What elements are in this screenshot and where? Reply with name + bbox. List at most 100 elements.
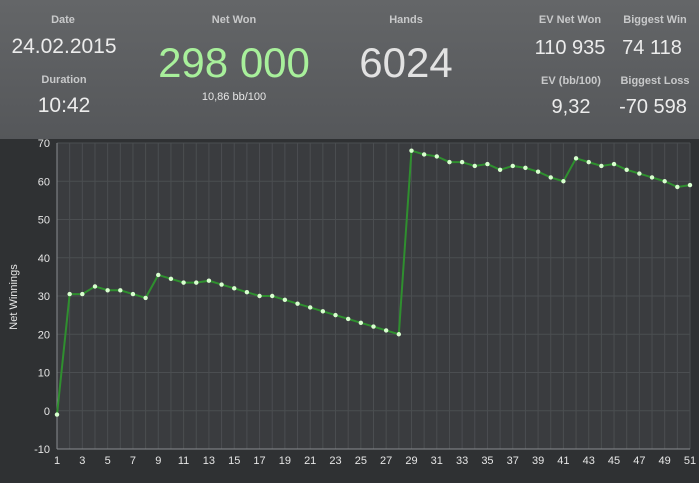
x-tick-label: 9 xyxy=(155,455,161,467)
data-point xyxy=(561,179,566,184)
x-tick-label: 11 xyxy=(178,455,189,467)
data-point xyxy=(637,171,642,176)
data-point xyxy=(434,154,439,159)
data-point xyxy=(358,320,364,325)
net-won-bb100: 10,86 bb/100 xyxy=(201,91,267,103)
date-value: 24.02.2015 xyxy=(11,35,117,58)
data-point xyxy=(548,175,553,180)
data-point xyxy=(232,286,237,291)
hands-label: Hands xyxy=(389,14,423,26)
y-tick-label: 60 xyxy=(38,176,50,188)
stats-panel: Date 24.02.2015 Duration 10:42 Net Won 2… xyxy=(0,0,699,139)
data-point xyxy=(447,159,452,165)
series-net-winnings xyxy=(54,148,693,417)
data-point xyxy=(383,328,389,333)
data-point xyxy=(308,305,313,310)
duration-label: Duration xyxy=(41,74,87,86)
data-point xyxy=(80,291,85,297)
x-tick-label: 51 xyxy=(684,455,696,467)
net-won-label: Net Won xyxy=(211,14,257,26)
x-tick-label: 15 xyxy=(228,455,240,467)
data-point xyxy=(371,324,376,329)
ev-bb100-value: 9,32 xyxy=(551,96,591,118)
y-axis-label: Net Winnings xyxy=(8,264,20,330)
ev-net-won-value: 110 935 xyxy=(534,37,606,59)
data-point xyxy=(409,148,414,153)
data-point xyxy=(295,301,300,306)
x-tick-label: 45 xyxy=(608,455,620,467)
x-tick-label: 39 xyxy=(532,455,544,467)
x-tick-label: 27 xyxy=(380,455,392,467)
x-tick-label: 1 xyxy=(54,455,60,467)
y-tick-label: 40 xyxy=(38,253,50,265)
data-point xyxy=(244,289,250,295)
data-point xyxy=(92,284,98,289)
x-tick-label: 17 xyxy=(253,455,265,467)
x-tick-label: 21 xyxy=(304,455,316,467)
biggest-win-value: 74 118 xyxy=(622,37,682,59)
data-point xyxy=(472,163,477,169)
data-point xyxy=(143,295,148,301)
y-tick-label: 20 xyxy=(38,329,50,341)
x-tick-label: 47 xyxy=(633,455,645,467)
data-point xyxy=(573,156,579,161)
data-point xyxy=(624,167,629,172)
data-point xyxy=(320,309,326,314)
y-tick-labels: -10 0 10 20 30 40 50 60 70 xyxy=(34,138,50,456)
duration-value: 10:42 xyxy=(37,94,91,117)
data-point xyxy=(649,175,655,180)
x-tick-label: 43 xyxy=(583,455,595,467)
data-point xyxy=(282,297,288,303)
net-won-value: 298 000 xyxy=(158,39,310,86)
data-point xyxy=(662,179,667,184)
x-tick-label: 13 xyxy=(203,455,215,467)
data-point xyxy=(586,159,591,165)
data-point xyxy=(219,282,224,287)
y-tick-label: 70 xyxy=(38,139,50,150)
data-point xyxy=(510,163,515,169)
biggest-loss-value: -70 598 xyxy=(619,96,687,118)
axes xyxy=(56,143,690,450)
y-tick-label: 30 xyxy=(38,291,50,303)
data-point xyxy=(535,169,541,174)
data-point xyxy=(168,276,174,281)
x-tick-labels: 1 3 5 7 9 11 13 15 17 19 21 23 25 27 29 31 33 35 37 39 41 43 4… xyxy=(54,455,696,467)
data-point xyxy=(396,332,402,337)
data-point xyxy=(497,167,503,172)
data-point xyxy=(194,280,199,285)
x-tick-label: 29 xyxy=(405,455,417,467)
biggest-win-label: Biggest Win xyxy=(623,14,687,26)
data-point xyxy=(421,152,427,157)
data-point xyxy=(485,161,490,167)
data-point xyxy=(459,159,465,165)
data-point xyxy=(67,291,72,297)
data-point xyxy=(345,316,351,322)
ev-bb100-label: EV (bb/100) xyxy=(541,75,601,87)
x-tick-label: 35 xyxy=(481,455,493,467)
y-tick-label: 50 xyxy=(38,215,50,227)
data-point xyxy=(333,312,338,318)
x-tick-label: 31 xyxy=(431,455,443,467)
x-tick-label: 7 xyxy=(130,455,136,467)
y-tick-label: 10 xyxy=(38,368,50,380)
x-tick-label: 19 xyxy=(279,455,291,467)
date-label: Date xyxy=(51,14,75,26)
y-tick-label: -10 xyxy=(34,444,50,456)
data-point xyxy=(54,412,60,417)
x-tick-label: 25 xyxy=(355,455,367,467)
data-point xyxy=(118,288,123,293)
ev-net-won-label: EV Net Won xyxy=(538,14,602,26)
x-tick-label: 3 xyxy=(79,455,85,467)
data-point xyxy=(181,280,186,285)
data-point xyxy=(270,293,275,299)
data-point xyxy=(257,293,262,299)
data-point xyxy=(130,291,136,297)
biggest-loss-label: Biggest Loss xyxy=(620,75,690,87)
y-tick-label: 0 xyxy=(44,406,50,418)
x-tick-label: 41 xyxy=(557,455,569,467)
x-tick-label: 37 xyxy=(507,455,519,467)
data-point xyxy=(206,278,212,283)
data-point xyxy=(675,184,680,190)
net-winnings-chart: -10 0 10 20 30 40 50 60 70 1 3 5 7 9 11 13 15 17 19 21 23 25… xyxy=(0,138,699,478)
